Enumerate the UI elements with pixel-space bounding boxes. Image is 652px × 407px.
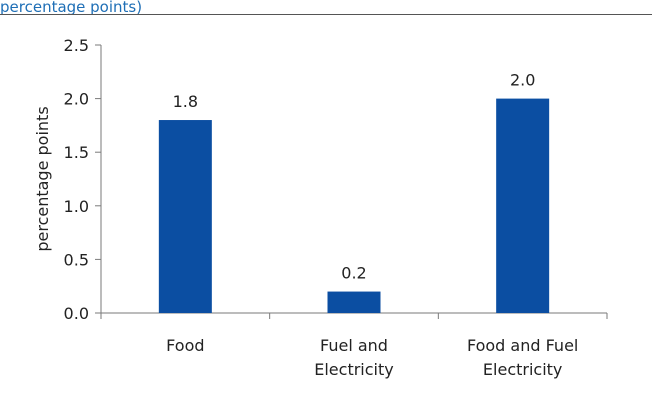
y-tick-label: 1.0 [64,197,89,216]
bar [158,120,212,313]
y-tick-label: 2.5 [64,36,89,55]
data-labels: 1.8 0.2 2.0 [173,71,536,283]
y-tick-label: 0.5 [64,250,89,269]
x-category-label: Electricity [314,360,393,379]
bar-value-label: 2.0 [510,71,535,90]
x-category-label: Food and Fuel [467,336,578,355]
x-category-label: Fuel and [320,336,388,355]
y-axis: 0.0 0.5 1.0 1.5 2.0 2.5 [64,36,102,323]
x-axis: Food Fuel and Electricity Food and Fuel Elec… [100,312,608,379]
header-rule [0,14,652,15]
bar-value-label: 1.8 [173,92,198,111]
x-category-label: Electricity [483,360,562,379]
y-tick-label: 1.5 [64,143,89,162]
bar [327,291,381,313]
bar-value-label: 0.2 [341,264,366,283]
y-tick-label: 0.0 [64,304,89,323]
y-axis-label: percentage points [33,106,52,251]
y-tick-label: 2.0 [64,90,89,109]
header-text: percentage points) [0,0,143,16]
bars [158,98,550,313]
x-category-label: Food [166,336,204,355]
bar [496,98,550,313]
